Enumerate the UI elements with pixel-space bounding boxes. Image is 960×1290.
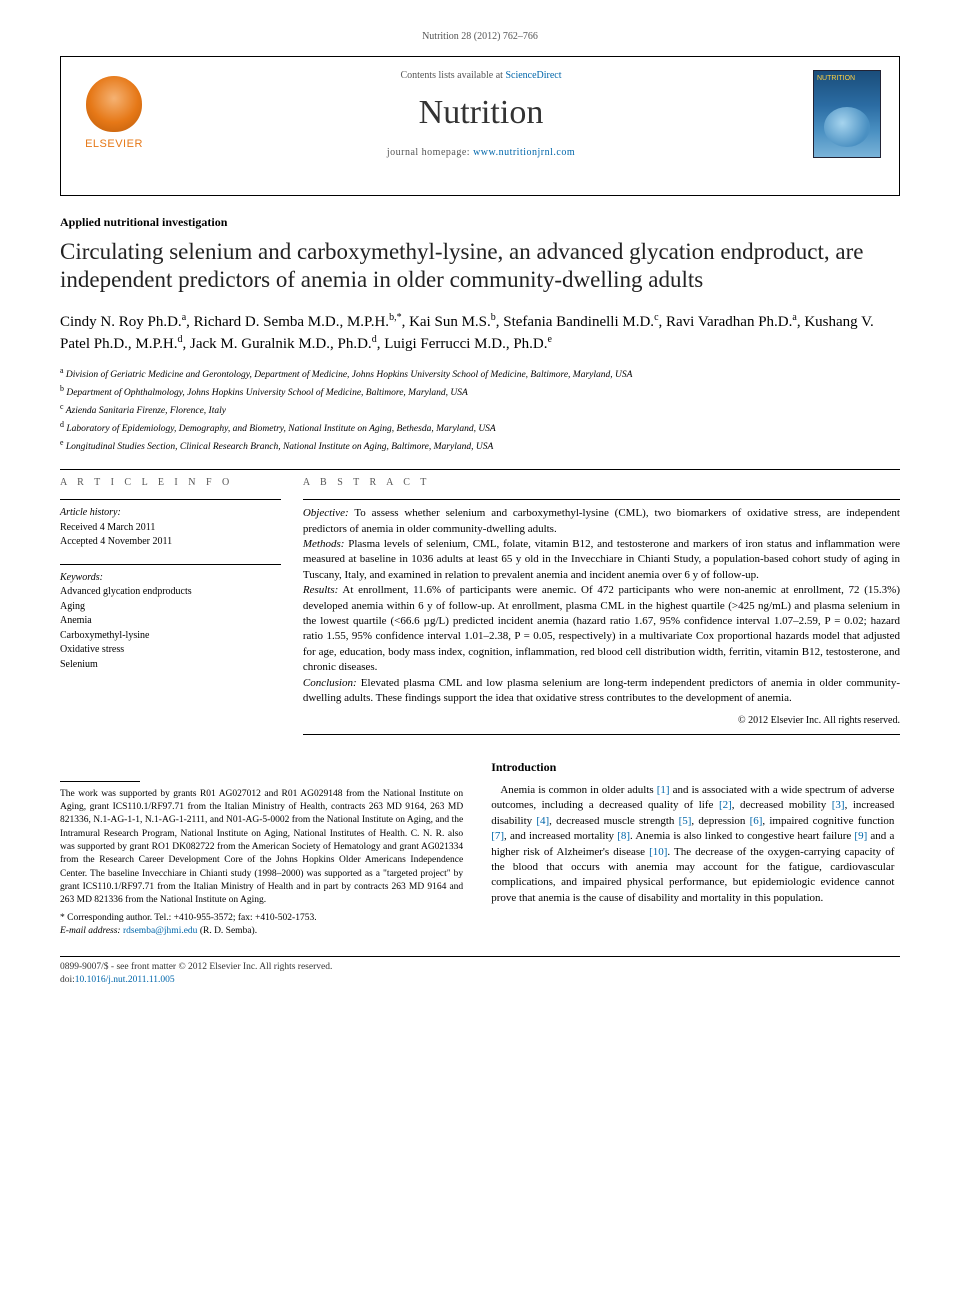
- journal-header-box: ELSEVIER Contents lists available at Sci…: [60, 56, 900, 196]
- contents-lists-line: Contents lists available at ScienceDirec…: [149, 69, 813, 83]
- methods-text: Plasma levels of selenium, CML, folate, …: [303, 538, 900, 581]
- article-info-column: A R T I C L E I N F O Article history: R…: [60, 476, 281, 741]
- article-info-heading: A R T I C L E I N F O: [60, 476, 281, 490]
- authors-list: Cindy N. Roy Ph.D.a, Richard D. Semba M.…: [60, 311, 900, 355]
- keyword-item: Aging: [60, 600, 281, 615]
- keywords-list: Advanced glycation endproductsAgingAnemi…: [60, 585, 281, 672]
- accepted-date: Accepted 4 November 2011: [60, 535, 281, 550]
- email-suffix: (R. D. Semba).: [197, 926, 257, 936]
- keywords-label: Keywords:: [60, 571, 281, 586]
- abstract-body: Objective: To assess whether selenium an…: [303, 506, 900, 706]
- elsevier-label: ELSEVIER: [85, 138, 143, 150]
- journal-homepage-line: journal homepage: www.nutritionjrnl.com: [149, 146, 813, 160]
- journal-cover-thumbnail: NUTRITION: [813, 70, 881, 158]
- keyword-item: Oxidative stress: [60, 643, 281, 658]
- received-date: Received 4 March 2011: [60, 521, 281, 536]
- homepage-link[interactable]: www.nutritionjrnl.com: [473, 147, 575, 158]
- elsevier-logo: ELSEVIER: [79, 76, 149, 152]
- issn-line: 0899-9007/$ - see front matter © 2012 El…: [60, 961, 900, 974]
- abstract-divider: [303, 499, 900, 500]
- keyword-item: Anemia: [60, 614, 281, 629]
- keyword-item: Selenium: [60, 658, 281, 673]
- sciencedirect-link[interactable]: ScienceDirect: [505, 70, 561, 81]
- methods-label: Methods:: [303, 538, 345, 550]
- funding-footnote: The work was supported by grants R01 AG0…: [60, 788, 463, 908]
- introduction-heading: Introduction: [491, 759, 894, 775]
- history-label: Article history:: [60, 506, 281, 521]
- abstract-divider-bottom: [303, 734, 900, 735]
- doi-prefix: doi:: [60, 975, 75, 985]
- article-type: Applied nutritional investigation: [60, 214, 900, 230]
- contents-prefix: Contents lists available at: [400, 70, 505, 81]
- keyword-item: Carboxymethyl-lysine: [60, 629, 281, 644]
- header-citation: Nutrition 28 (2012) 762–766: [60, 30, 900, 44]
- email-link[interactable]: rdsemba@jhmi.edu: [123, 926, 197, 936]
- divider-top: [60, 469, 900, 470]
- cover-label: NUTRITION: [817, 75, 855, 82]
- email-line: E-mail address: rdsemba@jhmi.edu (R. D. …: [60, 925, 463, 938]
- affiliations: a Division of Geriatric Medicine and Ger…: [60, 365, 900, 455]
- elsevier-tree-icon: [86, 76, 142, 132]
- article-title: Circulating selenium and carboxymethyl-l…: [60, 238, 900, 296]
- journal-name: Nutrition: [149, 90, 813, 136]
- conclusion-text: Elevated plasma CML and low plasma selen…: [303, 677, 900, 704]
- doi-link[interactable]: 10.1016/j.nut.2011.11.005: [75, 975, 175, 985]
- objective-label: Objective:: [303, 507, 349, 519]
- footer-bar: 0899-9007/$ - see front matter © 2012 El…: [60, 956, 900, 987]
- abstract-heading: A B S T R A C T: [303, 476, 900, 490]
- abstract-column: A B S T R A C T Objective: To assess whe…: [303, 476, 900, 741]
- introduction-column: Introduction Anemia is common in older a…: [491, 759, 894, 906]
- corresponding-author: * Corresponding author. Tel.: +410-955-3…: [60, 912, 463, 925]
- conclusion-label: Conclusion:: [303, 677, 357, 689]
- abstract-copyright: © 2012 Elsevier Inc. All rights reserved…: [303, 714, 900, 728]
- results-label: Results:: [303, 584, 338, 596]
- objective-text: To assess whether selenium and carboxyme…: [303, 507, 900, 534]
- footnote-rule: [60, 781, 140, 782]
- introduction-body: Anemia is common in older adults [1] and…: [491, 783, 894, 906]
- info-divider-2: [60, 564, 281, 565]
- results-text: At enrollment, 11.6% of participants wer…: [303, 584, 900, 673]
- info-divider-1: [60, 499, 281, 500]
- homepage-prefix: journal homepage:: [387, 147, 473, 158]
- keyword-item: Advanced glycation endproducts: [60, 585, 281, 600]
- email-label: E-mail address:: [60, 926, 123, 936]
